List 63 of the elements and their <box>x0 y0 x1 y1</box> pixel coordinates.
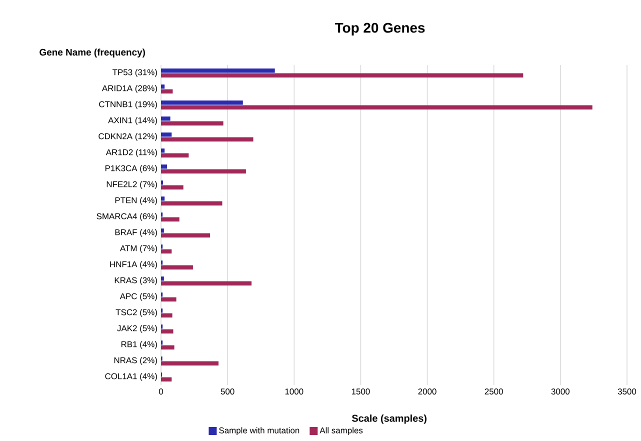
y-tick-label: NRAS (2%) <box>114 357 157 365</box>
bar <box>161 132 172 137</box>
bar <box>161 233 210 238</box>
y-tick-label: P1K3CA (6%) <box>105 165 157 173</box>
y-tick-label: AR1D2 (11%) <box>106 149 157 157</box>
x-tick-label: 0 <box>158 388 164 394</box>
bar <box>161 361 219 366</box>
x-tick-label: 2500 <box>484 388 503 394</box>
y-tick-label: HNF1A (4%) <box>110 261 157 269</box>
bar <box>161 329 174 334</box>
bar <box>161 73 524 78</box>
bar <box>161 377 172 382</box>
x-axis-title: Scale (samples) <box>352 414 426 424</box>
y-tick-label: APC (5%) <box>120 293 157 301</box>
legend-label: Sample with mutation <box>219 427 300 436</box>
bar <box>161 148 165 153</box>
x-tick-label: 3500 <box>618 388 636 394</box>
y-tick-label: NFE2L2 (7%) <box>106 181 157 189</box>
y-tick-label: CTNNB1 (19%) <box>99 101 157 109</box>
bar <box>161 169 246 174</box>
bar <box>161 116 170 121</box>
bar <box>161 196 165 201</box>
x-tick-label: 3000 <box>551 388 570 394</box>
y-tick-label: SMARCA4 (6%) <box>96 213 157 221</box>
bar <box>161 105 592 110</box>
y-tick-label: TP53 (31%) <box>112 69 157 77</box>
bar <box>161 89 173 94</box>
bar <box>161 153 189 158</box>
x-tick-label: 500 <box>220 388 234 394</box>
y-tick-label: AXIN1 (14%) <box>108 117 157 125</box>
bar <box>161 228 164 233</box>
y-tick-label: ATM (7%) <box>120 245 157 253</box>
bar <box>161 84 165 89</box>
legend-label: All samples <box>320 427 363 436</box>
bar <box>161 265 193 270</box>
bar <box>161 249 172 254</box>
bar <box>161 276 164 281</box>
y-tick-label: ARID1A (28%) <box>102 85 157 93</box>
y-tick-label: JAK2 (5%) <box>117 325 157 333</box>
bar <box>161 185 184 190</box>
bar <box>161 297 176 302</box>
bar <box>161 68 275 73</box>
bar <box>161 345 174 350</box>
y-tick-label: PTEN (4%) <box>115 197 157 205</box>
bar <box>161 281 252 286</box>
bar <box>161 313 172 318</box>
x-tick-label: 2000 <box>418 388 436 394</box>
y-axis-title: Gene Name (frequency) <box>40 48 146 58</box>
bar <box>161 201 222 206</box>
y-tick-label: RB1 (4%) <box>121 341 157 349</box>
y-tick-label: KRAS (3%) <box>114 277 157 285</box>
chart-title: Top 20 Genes <box>334 22 425 36</box>
x-tick-label: 1500 <box>352 388 370 394</box>
bar <box>161 217 180 222</box>
y-tick-label: CDKN2A (12%) <box>98 133 157 141</box>
y-tick-label: TSC2 (5%) <box>116 309 157 317</box>
bar <box>161 121 224 126</box>
y-tick-label: BRAF (4%) <box>115 229 157 237</box>
y-tick-label: COL1A1 (4%) <box>105 373 157 381</box>
x-tick-label: 1000 <box>285 388 304 394</box>
bar <box>161 137 254 142</box>
bar <box>161 164 167 169</box>
bar <box>161 100 243 105</box>
